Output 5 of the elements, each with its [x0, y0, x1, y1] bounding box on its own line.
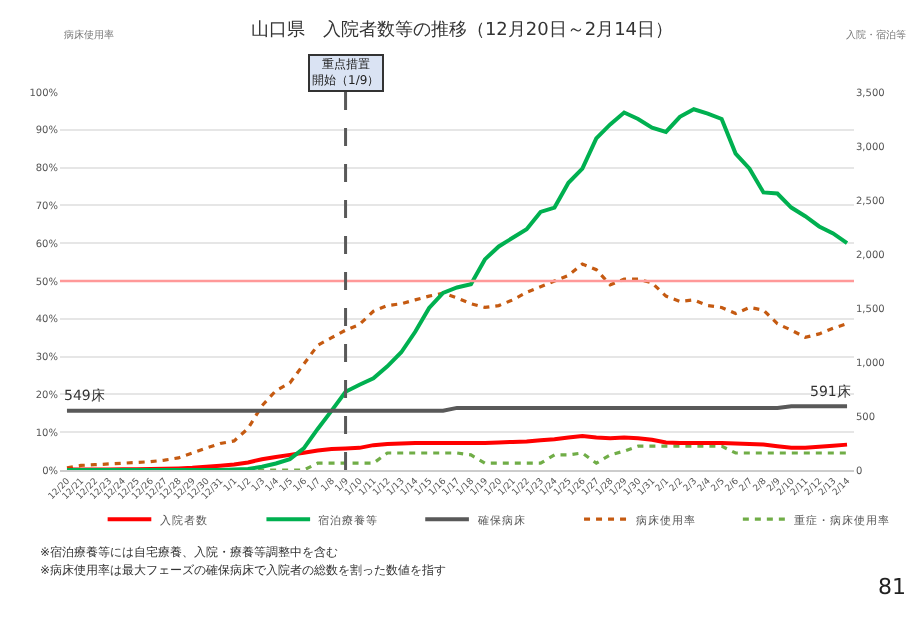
line-series [65, 262, 849, 470]
text: 81 [878, 574, 906, 600]
line-series [64, 107, 850, 470]
line-series [64, 433, 850, 470]
chart-title: 山口県 入院者数等の推移（12月20日～2月14日） [250, 19, 674, 41]
